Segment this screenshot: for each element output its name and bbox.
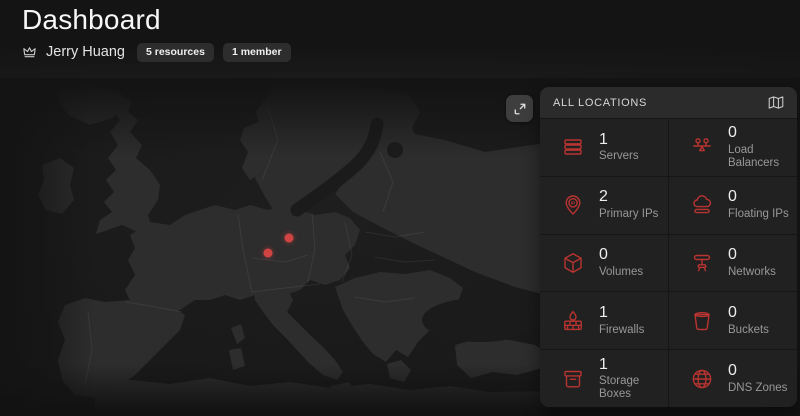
- stat-value: 0: [599, 246, 608, 264]
- stat-value: 1: [599, 304, 608, 322]
- stat-cell[interactable]: 1 Servers: [540, 119, 668, 176]
- stat-value: 0: [728, 246, 737, 264]
- locations-panel: ALL LOCATIONS 1 Servers 0 Load Balancers…: [540, 87, 797, 407]
- stat-cell[interactable]: 0 Volumes: [540, 234, 668, 292]
- stat-cell[interactable]: 0 Floating IPs: [669, 176, 797, 234]
- firewall-icon: [561, 309, 585, 333]
- map-marker[interactable]: [263, 248, 273, 258]
- stat-label: DNS Zones: [728, 381, 788, 394]
- map-expand-button[interactable]: [506, 95, 533, 122]
- stat-cell[interactable]: IP 2 Primary IPs: [540, 176, 668, 234]
- svg-text:IP: IP: [571, 201, 575, 206]
- stat-cell[interactable]: 1 Firewalls: [540, 292, 668, 350]
- project-name[interactable]: Jerry Huang: [46, 44, 125, 61]
- stat-cell[interactable]: 0 Buckets: [669, 292, 797, 350]
- stat-value: 0: [728, 304, 737, 322]
- network-icon: [690, 251, 714, 275]
- stat-value: 2: [599, 188, 608, 206]
- expand-icon: [513, 102, 527, 116]
- crown-icon: [22, 45, 37, 59]
- project-meta-row: Jerry Huang 5 resources 1 member: [22, 43, 291, 62]
- resources-badge: 5 resources: [136, 43, 214, 62]
- location-stats-grid: 1 Servers 0 Load Balancers IP 2 Primary …: [540, 119, 797, 407]
- page-title: Dashboard: [22, 4, 161, 35]
- map-marker[interactable]: [284, 233, 294, 243]
- server-icon: [561, 135, 585, 159]
- stat-label: Firewalls: [599, 323, 645, 336]
- stat-label: Servers: [599, 150, 639, 163]
- storage-box-icon: [561, 367, 585, 391]
- page-header: Dashboard Jerry Huang 5 resources 1 memb…: [22, 4, 291, 62]
- stat-cell[interactable]: 0 Load Balancers: [669, 119, 797, 176]
- stat-label: Storage Boxes: [599, 375, 640, 400]
- map-icon[interactable]: [768, 95, 784, 110]
- stat-value: 1: [599, 355, 608, 373]
- stat-value: 0: [728, 124, 737, 142]
- locations-panel-title: ALL LOCATIONS: [553, 96, 648, 109]
- stat-cell[interactable]: 0 DNS Zones: [669, 350, 797, 407]
- bucket-icon: [690, 309, 714, 333]
- locations-panel-header: ALL LOCATIONS: [540, 87, 797, 119]
- stat-cell[interactable]: 1 Storage Boxes: [540, 350, 668, 407]
- dns-zone-icon: [690, 367, 714, 391]
- stat-value: 1: [599, 130, 608, 148]
- stat-label: Buckets: [728, 323, 769, 336]
- stat-label: Primary IPs: [599, 208, 659, 221]
- stat-cell[interactable]: 0 Networks: [669, 234, 797, 292]
- stat-value: 0: [728, 188, 737, 206]
- primary-ip-icon: IP: [561, 193, 585, 217]
- stat-label: Load Balancers: [728, 144, 780, 169]
- members-badge: 1 member: [222, 43, 291, 62]
- stat-value: 0: [728, 361, 737, 379]
- load-balancer-icon: [690, 135, 714, 159]
- stat-label: Floating IPs: [728, 208, 789, 221]
- floating-ip-icon: [690, 193, 714, 217]
- volume-icon: [561, 251, 585, 275]
- stat-label: Networks: [728, 266, 776, 279]
- stat-label: Volumes: [599, 266, 644, 279]
